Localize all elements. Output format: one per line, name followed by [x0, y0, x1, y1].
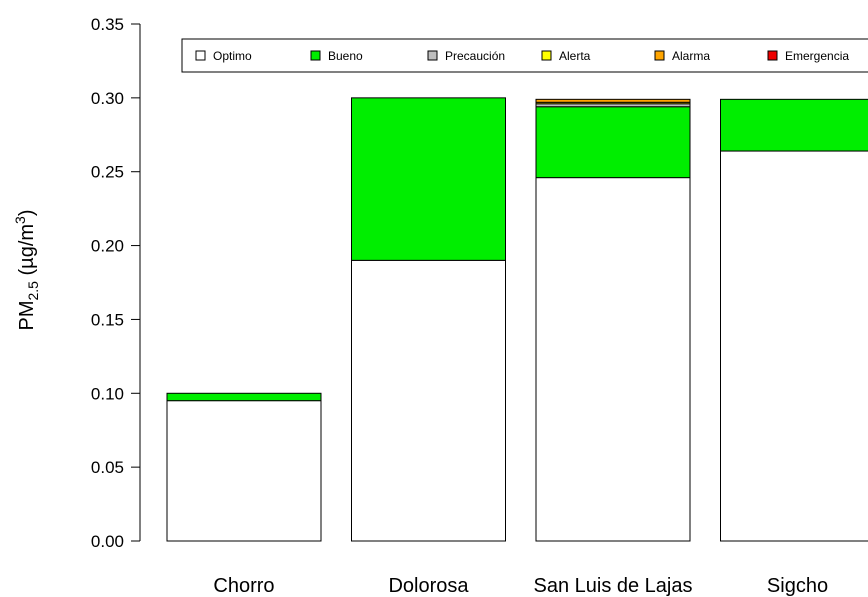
bar-san-luis-de-lajas-alarma	[535, 98, 691, 103]
bars	[166, 97, 868, 542]
y-title-units: (µg/m	[16, 224, 38, 281]
legend-label-1: Bueno	[328, 49, 363, 63]
category-labels: Chorro Dolorosa San Luis de Lajas Sigcho	[213, 575, 828, 597]
category-label-2: San Luis de Lajas	[533, 575, 692, 597]
y-tick-label-6: 0.30	[91, 89, 124, 108]
bar-san-luis-de-lajas-optimo	[535, 177, 691, 542]
legend-swatch-0	[195, 50, 206, 61]
y-tick-label-7: 0.35	[91, 15, 124, 34]
y-axis-title: PM2.5 (µg/m3)	[12, 209, 41, 330]
y-title-sub: 2.5	[25, 281, 41, 301]
bar-chorro-optimo	[166, 400, 322, 542]
category-label-3: Sigcho	[767, 575, 828, 597]
category-label-0: Chorro	[213, 575, 274, 597]
legend-label-0: Optimo	[213, 49, 252, 63]
y-title-main: PM	[16, 301, 38, 331]
y-tick-label-5: 0.25	[91, 163, 124, 182]
y-title-sup: 3	[12, 216, 28, 224]
legend-swatch-3	[541, 50, 552, 61]
bar-sigcho-bueno	[720, 98, 868, 152]
legend-label-2: Precaución	[445, 49, 505, 63]
legend-swatch-2	[427, 50, 438, 61]
y-title-close: )	[16, 209, 38, 216]
bar-sigcho-optimo	[720, 150, 868, 542]
category-label-1: Dolorosa	[388, 575, 469, 597]
bar-san-luis-de-lajas-bueno	[535, 106, 691, 179]
y-tick-label-2: 0.10	[91, 384, 124, 403]
y-tick-label-0: 0.00	[91, 532, 124, 551]
legend-swatch-4	[654, 50, 665, 61]
legend-swatch-1	[310, 50, 321, 61]
y-axis: 0.00 0.05 0.10 0.15 0.20 0.25 0.30 0.35	[91, 15, 141, 551]
legend-box	[181, 38, 868, 73]
legend-swatch-5	[767, 50, 778, 61]
legend: Optimo Bueno Precaución Alerta Alarma Emergen…	[181, 38, 868, 73]
legend-label-3: Alerta	[559, 49, 591, 63]
bar-dolorosa-bueno	[351, 97, 506, 261]
bar-chorro-bueno	[166, 392, 322, 402]
bar-dolorosa-optimo	[351, 259, 506, 542]
legend-label-5: Emergencia	[785, 49, 849, 63]
legend-label-4: Alarma	[672, 49, 710, 63]
y-tick-label-1: 0.05	[91, 458, 124, 477]
y-tick-label-4: 0.20	[91, 237, 124, 256]
y-tick-label-3: 0.15	[91, 310, 124, 329]
